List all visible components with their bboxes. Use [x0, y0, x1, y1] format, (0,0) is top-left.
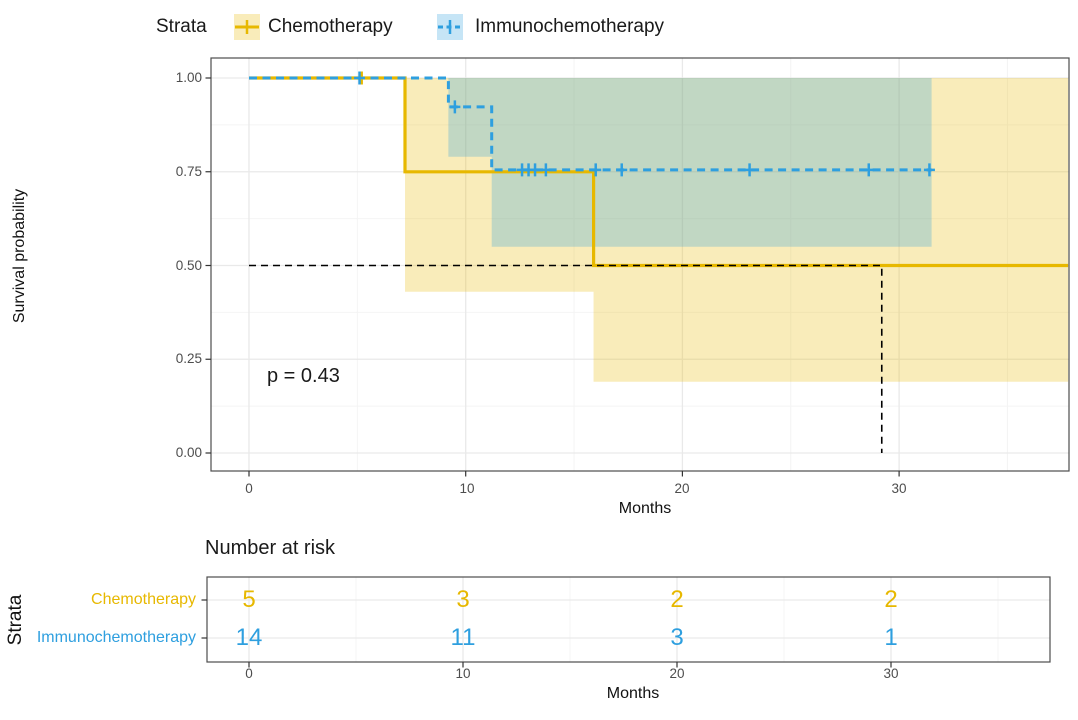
x-tick-10: 10: [459, 481, 475, 496]
x-tick-0: 0: [245, 481, 253, 496]
x-tick-20: 20: [674, 481, 690, 496]
risk-value: 1: [884, 624, 898, 651]
legend-title: Strata: [156, 16, 207, 37]
legend-key-immunochemotherapy-icon: [437, 14, 463, 40]
main-panel-border: [210, 57, 1070, 472]
y-axis-title: Survival probability: [11, 188, 28, 324]
risk-value: 11: [450, 624, 476, 651]
y-tick-0.50: 0.50: [175, 258, 202, 273]
risk-value: 3: [456, 586, 470, 613]
legend-label-chemotherapy: Chemotherapy: [268, 16, 393, 37]
pvalue-annotation: p = 0.43: [267, 365, 340, 387]
risk-value: 2: [884, 586, 898, 613]
risk-x-tick-20: 20: [669, 666, 685, 681]
risk-value: 14: [235, 624, 263, 651]
y-tick-1.00: 1.00: [175, 70, 202, 85]
x-axis-title: Months: [618, 500, 672, 517]
risk-table-strata-title: Strata: [5, 594, 26, 646]
risk-table-title: Number at risk: [205, 537, 336, 559]
risk-x-axis-title: Months: [606, 685, 660, 702]
main-axis-ticks: [205, 77, 900, 477]
legend-label-immunochemotherapy: Immunochemotherapy: [475, 16, 665, 37]
risk-table-gridlines: [207, 577, 1050, 662]
risk-value: 3: [670, 624, 684, 651]
risk-table-border: [206, 576, 1051, 663]
immunochemotherapy-censor-marks: [354, 71, 935, 177]
risk-value: 2: [670, 586, 684, 613]
risk-value: 5: [242, 586, 256, 613]
chemotherapy-confidence-band: [405, 78, 1069, 382]
risk-row-label-chemotherapy: Chemotherapy: [91, 591, 196, 608]
risk-x-tick-30: 30: [883, 666, 899, 681]
legend-key-chemotherapy-icon: [234, 14, 260, 40]
risk-row-label-immunochemotherapy: Immunochemotherapy: [36, 629, 196, 646]
risk-x-tick-0: 0: [245, 666, 253, 681]
y-tick-0.75: 0.75: [175, 164, 202, 179]
median-survival-line: [249, 264, 883, 453]
risk-x-tick-10: 10: [455, 666, 471, 681]
x-tick-30: 30: [891, 481, 907, 496]
main-gridlines: [211, 58, 1069, 471]
immunochemotherapy-curve: [249, 76, 932, 172]
risk-table-ticks: [201, 599, 892, 668]
y-tick-0.00: 0.00: [175, 445, 202, 460]
y-tick-0.25: 0.25: [175, 351, 202, 366]
immunochemotherapy-confidence-band: [448, 78, 932, 247]
